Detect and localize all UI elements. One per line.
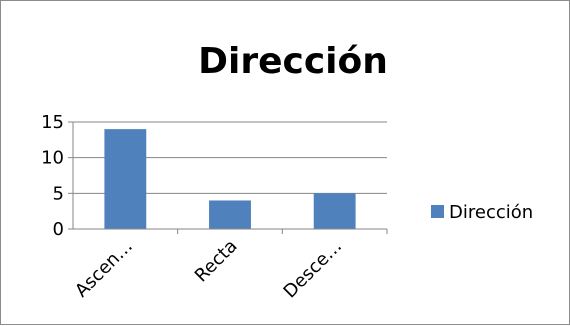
y-tick-label: 5 — [53, 183, 64, 204]
y-tick-label: 15 — [41, 112, 64, 133]
bar — [209, 200, 251, 229]
legend-swatch — [431, 205, 444, 218]
x-tick-label: Ascen… — [71, 236, 137, 302]
legend-label: Dirección — [449, 202, 533, 223]
bar — [104, 129, 146, 229]
bars — [104, 129, 355, 229]
y-tick-label: 10 — [41, 148, 64, 169]
bar — [314, 193, 356, 229]
x-tick-label: Desce… — [280, 236, 347, 303]
chart-title: Dirección — [198, 41, 388, 82]
x-tick-label: Recta — [191, 236, 242, 287]
legend: Dirección — [431, 202, 533, 223]
y-tick-label: 0 — [53, 219, 64, 240]
